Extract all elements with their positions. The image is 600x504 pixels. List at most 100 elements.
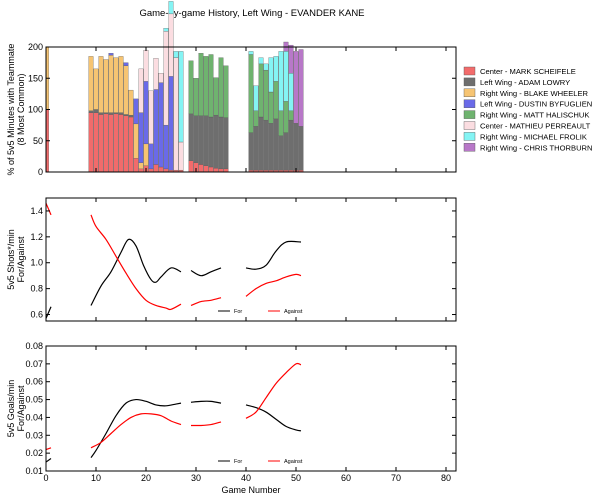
bar-segment <box>218 57 224 118</box>
legend-label: For <box>234 309 242 315</box>
y-tick-label: 0.03 <box>25 430 43 440</box>
bar-segment <box>133 158 139 173</box>
bar-segment <box>298 126 304 171</box>
bar-segment <box>128 89 134 116</box>
bar-segment <box>193 115 199 163</box>
legend-label: Against <box>284 459 303 465</box>
y-tick-label: 150 <box>28 73 43 83</box>
bar-segment <box>133 123 139 159</box>
bar-segment <box>268 91 274 124</box>
series-line <box>190 400 222 404</box>
legend-label: Right Wing - MATT HALISCHUK <box>480 111 589 120</box>
y-axis-label: % of 5v5 Minutes with Teammate(8 Most Co… <box>6 44 26 176</box>
bar-segment <box>138 68 144 113</box>
series-line <box>45 447 52 451</box>
y-tick-label: 0.06 <box>25 377 43 387</box>
bar-segment <box>248 54 254 133</box>
legend-label: For <box>234 459 242 465</box>
series-line <box>45 202 52 216</box>
bar-segment <box>198 53 204 116</box>
y-tick-label: 1.0 <box>30 258 43 268</box>
bar-segment <box>203 56 209 116</box>
y-axis-label: 5v5 Goals/minFor/Against <box>6 380 26 438</box>
series-line <box>190 297 222 307</box>
y-tick-label: 0.6 <box>30 310 43 320</box>
bar-segment <box>148 143 154 170</box>
bar-segment <box>268 57 274 93</box>
bar-segment <box>293 123 299 171</box>
legend-label: Right Wing - MICHAEL FROLIK <box>480 132 587 141</box>
bar-segment <box>148 90 154 145</box>
y-tick-label: 0.07 <box>25 359 43 369</box>
y-axis-label-line: % of 5v5 Minutes with Teammate <box>6 44 16 176</box>
legend-label: Center - MATHIEU PERREAULT <box>480 122 591 131</box>
goals-panel: 0.01 0.02 0.03 0.04 0.05 0.06 0.07 0.08 5v5 Goal… <box>6 341 457 495</box>
y-tick-label: 0.05 <box>25 395 43 405</box>
bar-segment <box>223 117 229 170</box>
x-tick-label: 0 <box>43 473 48 483</box>
bar-segment <box>103 112 109 115</box>
axes-frame <box>45 345 457 472</box>
bar-segment <box>88 112 94 173</box>
y-axis-label-line: 5v5 Shots*/min <box>6 229 16 290</box>
bar-segment <box>258 63 264 118</box>
bar-segment <box>203 115 209 166</box>
bar-segment <box>98 56 104 113</box>
y-tick-label: 0.08 <box>25 341 43 351</box>
legend-label: Left Wing - DUSTIN BYFUGLIEN <box>480 100 592 109</box>
bar-segment <box>163 31 169 126</box>
axes-frame <box>45 46 457 173</box>
bar-segment <box>293 51 299 124</box>
bar-segment <box>213 168 219 173</box>
bar-segment <box>213 114 219 169</box>
legend-swatch <box>463 99 476 108</box>
legend-swatch <box>463 110 476 119</box>
bar-segment <box>108 53 114 56</box>
bar-segment <box>258 57 264 65</box>
y-axis-label-line: 5v5 Goals/min <box>6 380 16 438</box>
bar-segment <box>108 114 114 173</box>
y-tick-label: 0.02 <box>25 448 43 458</box>
bar-segment <box>143 49 149 82</box>
bar-segment <box>298 49 304 127</box>
bar-segment <box>128 114 134 118</box>
x-tick-label: 50 <box>291 473 301 483</box>
series-line <box>245 240 302 270</box>
bar-segment <box>213 77 219 116</box>
y-axis-label-line: For/Against <box>16 236 26 283</box>
bar-segment <box>203 165 209 173</box>
bar-segment <box>198 164 204 173</box>
x-tick-label: 70 <box>391 473 401 483</box>
bar-segment <box>288 44 294 74</box>
bar-segment <box>168 1 174 15</box>
bar-segment <box>118 114 124 173</box>
bar-segment <box>278 135 284 171</box>
bar-segment <box>103 113 109 173</box>
y-tick-label: 1.4 <box>30 206 43 216</box>
bar-segment <box>143 81 149 145</box>
x-tick-label: 10 <box>91 473 101 483</box>
bar-segment <box>93 109 99 113</box>
bar-segment <box>273 118 279 171</box>
axes-frame <box>45 197 457 322</box>
bar-segment <box>188 113 194 161</box>
bar-segment <box>168 76 174 171</box>
bar-segment <box>123 114 129 116</box>
bar-segment <box>133 98 139 125</box>
bar-segment <box>113 112 119 115</box>
bar-segment <box>113 113 119 173</box>
x-tick-label: 20 <box>141 473 151 483</box>
y-tick-label: 0.01 <box>25 466 43 476</box>
series-line <box>90 398 182 458</box>
bar-segment <box>158 73 164 83</box>
legend-label: Right Wing - BLAKE WHEELER <box>480 89 589 98</box>
legend-label: Left Wing - ADAM LOWRY <box>480 78 570 87</box>
bar-segment <box>218 116 224 170</box>
bar-segment <box>178 141 184 171</box>
bar-segment <box>103 59 109 113</box>
bar-segment <box>273 56 279 82</box>
bar-segment <box>208 116 214 168</box>
series-line <box>90 214 182 311</box>
bar-segment <box>208 54 214 118</box>
x-axis-label: Game Number <box>221 485 280 495</box>
